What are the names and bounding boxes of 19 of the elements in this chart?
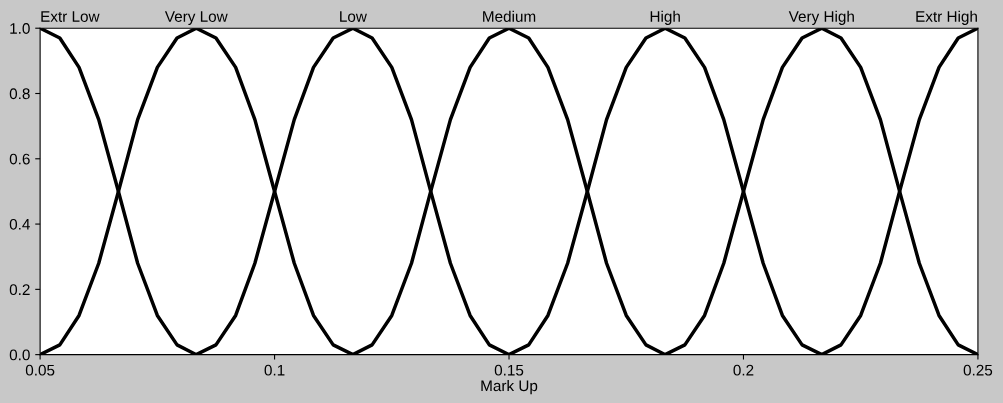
x-tick-label: 0.1: [264, 364, 285, 376]
y-tick-label: 1.0: [10, 23, 30, 34]
x-tick-label: 0.05: [25, 364, 55, 376]
x-axis-title: Mark Up: [481, 379, 538, 395]
y-tick-label: 0.8: [9, 88, 30, 100]
series-label: Low: [340, 11, 367, 22]
x-tick-label: 0.15: [494, 364, 524, 376]
y-tick-label: 0.0: [9, 349, 30, 361]
series-label: Very High: [788, 10, 854, 25]
y-tick-label: 0.4: [9, 218, 30, 230]
series-label: Medium: [483, 10, 536, 22]
series-label: Very Low: [164, 11, 228, 25]
y-tick-label: 0.6: [9, 153, 30, 165]
series-label: Extr Low: [41, 11, 100, 22]
y-tick-label: 0.2: [9, 284, 30, 296]
x-tick-label: 0.25: [963, 364, 993, 376]
series-label: Extr High: [916, 10, 977, 25]
x-tick-label: 0.2: [733, 364, 754, 376]
series-label: High: [650, 10, 680, 25]
